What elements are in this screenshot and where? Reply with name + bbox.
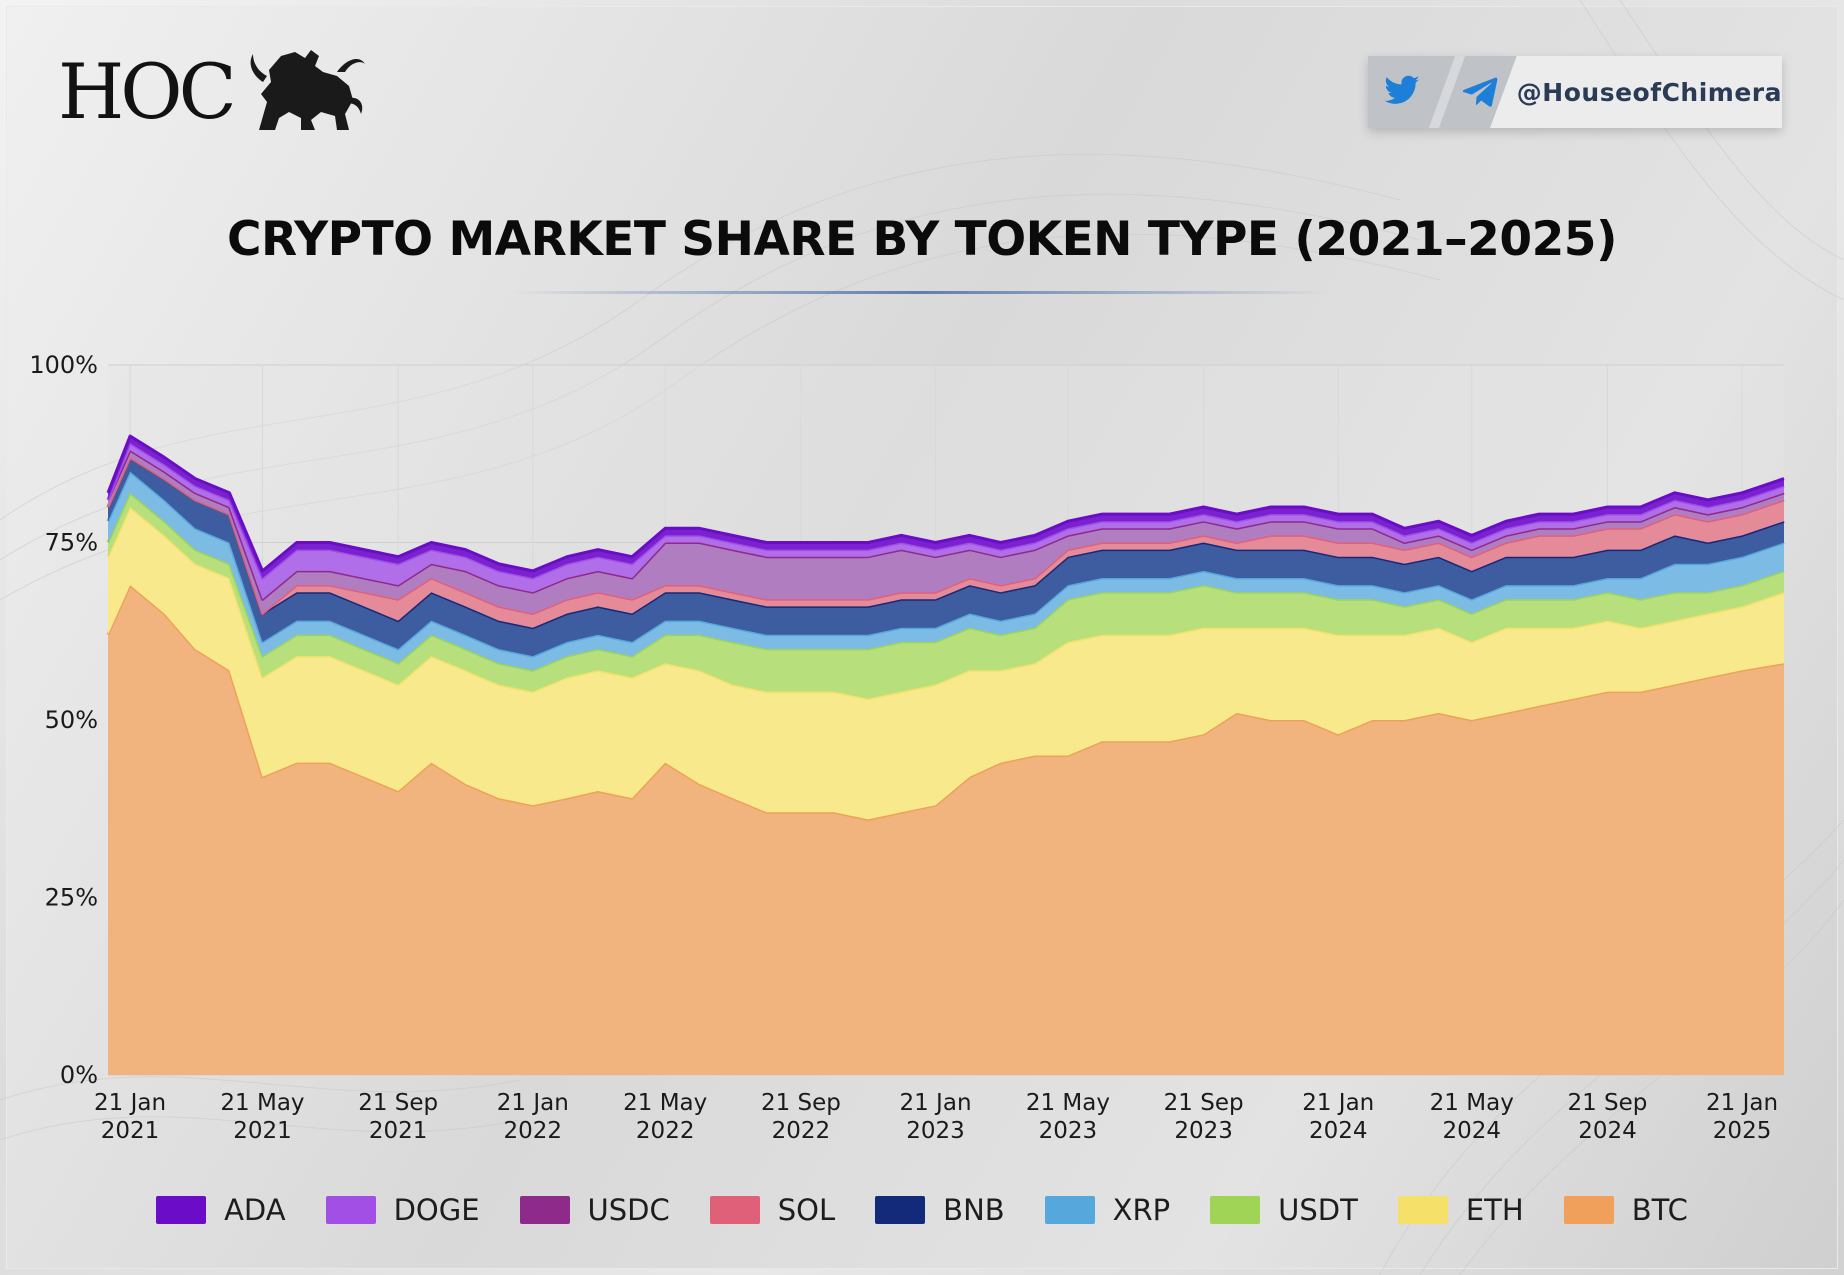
telegram-icon[interactable] [1460,72,1500,114]
legend-item-eth: ETH [1397,1193,1524,1227]
social-badge: @HouseofChimera [1368,56,1782,128]
legend-swatch [156,1196,207,1224]
legend-label: BNB [943,1193,1005,1227]
legend-swatch [1044,1196,1095,1224]
legend-label: ETH [1465,1193,1524,1227]
x-tick-label: 21 Sep 2022 [761,1090,841,1144]
legend-swatch [1563,1196,1614,1224]
series-line-ada [106,434,1785,573]
legend-swatch [1397,1196,1448,1224]
legend-swatch [709,1196,760,1224]
legend-item-btc: BTC [1563,1193,1688,1227]
x-tick-label: 21 Jan 2025 [1706,1090,1778,1144]
x-tick-label: 21 May 2021 [220,1090,304,1144]
chart-title: CRYPTO MARKET SHARE BY TOKEN TYPE (2021–… [227,212,1617,267]
chart-legend: ADA DOGE USDC SOL BNB XRP USDT ETH BTC [0,1190,1844,1230]
social-handle[interactable]: @HouseofChimera [1516,77,1782,107]
x-tick-label: 21 Jan 2022 [497,1090,569,1144]
legend-swatch [1210,1196,1261,1224]
area-series-usdc [108,450,1784,614]
legend-label: XRP [1112,1193,1171,1227]
x-tick-label: 21 Jan 2024 [1302,1090,1374,1144]
hoc-logo: HOC [58,42,371,142]
y-tick-label: 50% [45,706,98,734]
x-tick-label: 21 Sep 2021 [358,1090,438,1144]
social-icons-panel [1368,56,1517,128]
area-series-eth [108,507,1784,820]
legend-item-xrp: XRP [1044,1193,1171,1227]
y-tick-label: 25% [45,884,98,912]
x-tick-label: 21 Jan 2023 [899,1090,971,1144]
logo-text: HOC [58,47,237,136]
area-series-bnb [108,457,1784,657]
x-tick-label: 21 Sep 2024 [1567,1090,1647,1144]
x-tick-label: 21 Sep 2023 [1164,1090,1244,1144]
legend-item-usdc: USDC [519,1193,670,1227]
area-series-xrp [108,471,1784,671]
x-tick-label: 21 May 2023 [1026,1090,1110,1144]
title-underline [510,291,1330,294]
legend-label: DOGE [393,1193,480,1227]
legend-item-ada: ADA [156,1193,286,1227]
axis-layer: 0% 25% 50% 75% 100% 21 Jan 2021 21 May 2021 21 Se… [29,351,1778,1144]
legend-item-bnb: BNB [875,1193,1005,1227]
legend-swatch [325,1196,376,1224]
area-layer [106,434,1785,1075]
area-series-btc [108,585,1784,1075]
area-series-ada [108,436,1784,578]
chimera-lion-icon [241,42,371,142]
legend-item-doge: DOGE [325,1193,480,1227]
x-tick-label: 21 May 2024 [1430,1090,1514,1144]
y-tick-label: 0% [60,1061,98,1089]
legend-swatch [519,1196,570,1224]
y-tick-label: 100% [29,351,98,379]
legend-label: SOL [777,1193,836,1227]
area-series-usdt [108,492,1784,699]
legend-label: USDT [1278,1193,1358,1227]
y-tick-label: 75% [45,529,98,557]
legend-label: BTC [1631,1193,1688,1227]
x-tick-label: 21 Jan 2021 [94,1090,166,1144]
twitter-icon[interactable] [1382,72,1422,114]
area-series-doge [108,443,1784,600]
legend-item-usdt: USDT [1210,1193,1358,1227]
area-series-sol [108,457,1784,628]
legend-label: ADA [224,1193,286,1227]
legend-swatch [875,1196,926,1224]
legend-item-sol: SOL [709,1193,836,1227]
legend-label: USDC [587,1193,670,1227]
x-tick-label: 21 May 2022 [623,1090,707,1144]
